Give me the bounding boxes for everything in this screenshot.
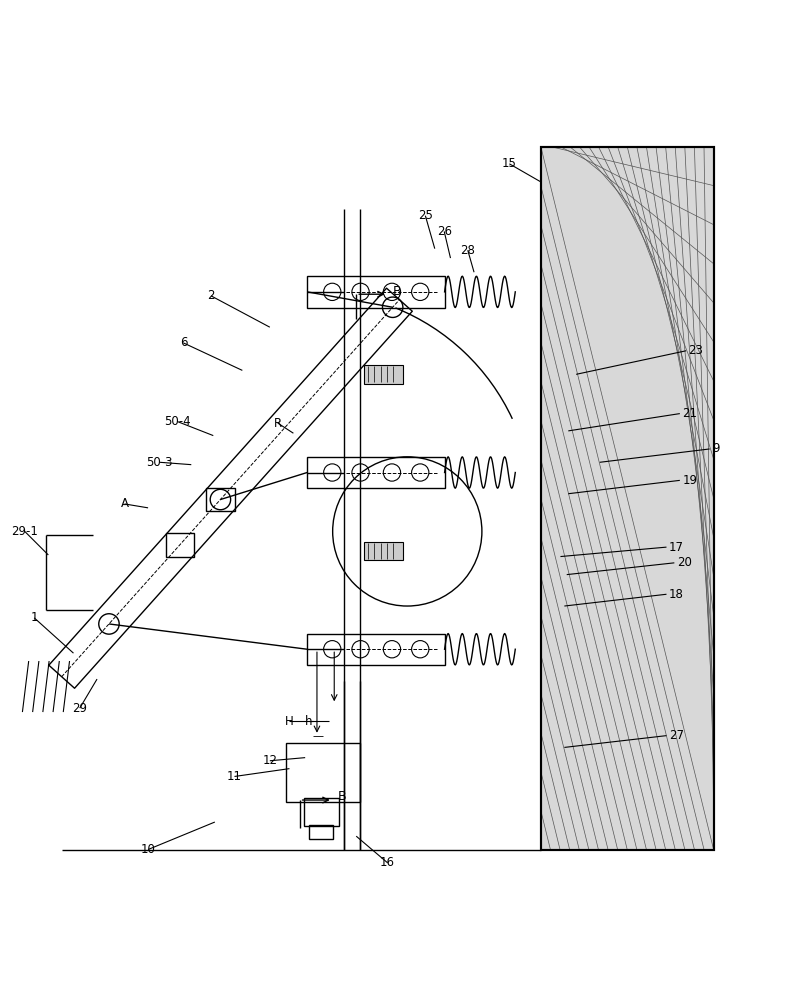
Text: 29: 29 — [72, 702, 87, 715]
Text: H: H — [285, 715, 293, 728]
Text: 12: 12 — [263, 754, 278, 767]
Text: 25: 25 — [418, 209, 433, 222]
Bar — [364, 365, 403, 384]
Bar — [206, 488, 235, 511]
Text: 26: 26 — [437, 225, 452, 238]
Text: 27: 27 — [669, 729, 684, 742]
Text: 50-3: 50-3 — [146, 456, 173, 469]
Text: 1: 1 — [30, 611, 38, 624]
Text: 29-1: 29-1 — [11, 525, 38, 538]
Bar — [309, 825, 333, 839]
Text: 28: 28 — [460, 244, 475, 257]
Text: 18: 18 — [669, 588, 683, 601]
Text: 16: 16 — [380, 856, 396, 869]
Text: 17: 17 — [669, 541, 684, 554]
Text: 10: 10 — [141, 843, 156, 856]
Text: 6: 6 — [180, 336, 187, 349]
Text: 15: 15 — [502, 157, 517, 170]
Text: 11: 11 — [227, 770, 242, 783]
Bar — [307, 457, 445, 488]
Bar — [364, 542, 403, 560]
Text: B: B — [338, 790, 346, 803]
Text: 20: 20 — [676, 556, 691, 569]
Bar — [286, 743, 360, 802]
Text: B: B — [392, 285, 401, 298]
Text: R: R — [274, 417, 282, 430]
Text: 9: 9 — [712, 442, 720, 455]
Text: 19: 19 — [682, 474, 697, 487]
Bar — [307, 276, 445, 308]
Bar — [166, 533, 194, 557]
Bar — [304, 798, 339, 826]
Bar — [541, 147, 713, 850]
Text: 50-4: 50-4 — [164, 415, 191, 428]
Text: h: h — [305, 715, 313, 728]
Bar — [541, 147, 713, 850]
Bar — [307, 634, 445, 665]
Text: A: A — [120, 497, 128, 510]
Text: 23: 23 — [688, 344, 703, 357]
Text: 21: 21 — [682, 407, 697, 420]
Text: 2: 2 — [207, 289, 214, 302]
